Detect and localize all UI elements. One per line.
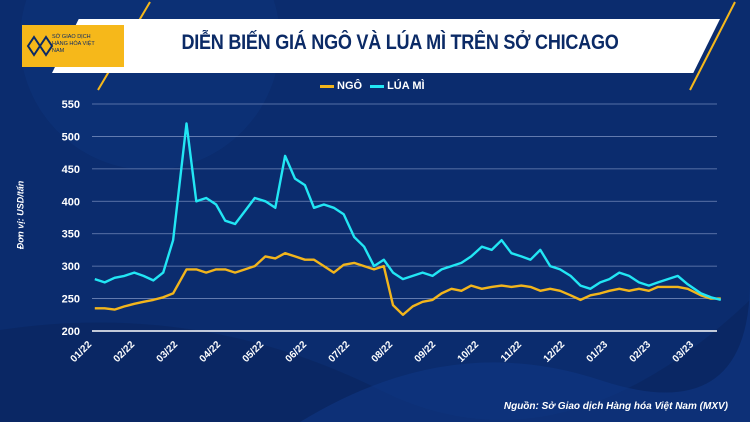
x-tick-label: 09/22 xyxy=(413,339,439,365)
x-tick-label: 04/22 xyxy=(198,339,224,365)
y-tick-label: 550 xyxy=(62,99,80,111)
page-title: DIỄN BIẾN GIÁ NGÔ VÀ LÚA MÌ TRÊN SỞ CHIC… xyxy=(181,31,619,54)
y-tick-label: 500 xyxy=(62,131,80,143)
x-tick-label: 12/22 xyxy=(542,339,568,365)
chart-legend: NGÔ LÚA MÌ xyxy=(320,80,425,92)
y-tick-label: 300 xyxy=(62,261,80,273)
x-tick-label: 06/22 xyxy=(284,339,310,365)
logo-mark-icon xyxy=(26,35,54,57)
x-tick-label: 02/23 xyxy=(628,339,654,365)
series-line-wheat xyxy=(94,122,722,302)
x-tick-label: 02/22 xyxy=(112,339,138,365)
y-tick-label: 450 xyxy=(62,164,80,176)
title-banner xyxy=(52,19,720,73)
y-tick-label: 200 xyxy=(62,326,80,338)
logo xyxy=(22,25,124,67)
logo-text: SỞ GIAO DỊCH HÀNG HÓA VIỆT NAM xyxy=(52,34,95,54)
x-tick-label: 07/22 xyxy=(327,339,353,365)
x-tick-label: 11/22 xyxy=(499,339,524,364)
y-tick-label: 350 xyxy=(62,229,80,241)
x-tick-label: 01/23 xyxy=(585,339,611,365)
x-tick-label: 03/23 xyxy=(671,339,697,365)
x-tick-label: 05/22 xyxy=(241,339,267,365)
x-tick-label: 10/22 xyxy=(456,339,482,365)
legend-item-corn: NGÔ xyxy=(320,80,362,92)
x-tick-label: 03/22 xyxy=(155,339,181,365)
x-tick-label: 08/22 xyxy=(370,339,396,365)
series-line-corn xyxy=(94,251,721,316)
y-tick-label: 250 xyxy=(62,294,80,306)
source-note: Nguồn: Sở Giao dịch Hàng hóa Việt Nam (M… xyxy=(503,401,728,412)
y-tick-label: 400 xyxy=(62,196,80,208)
legend-item-wheat: LÚA MÌ xyxy=(370,80,425,92)
x-tick-label: 01/22 xyxy=(69,339,95,365)
